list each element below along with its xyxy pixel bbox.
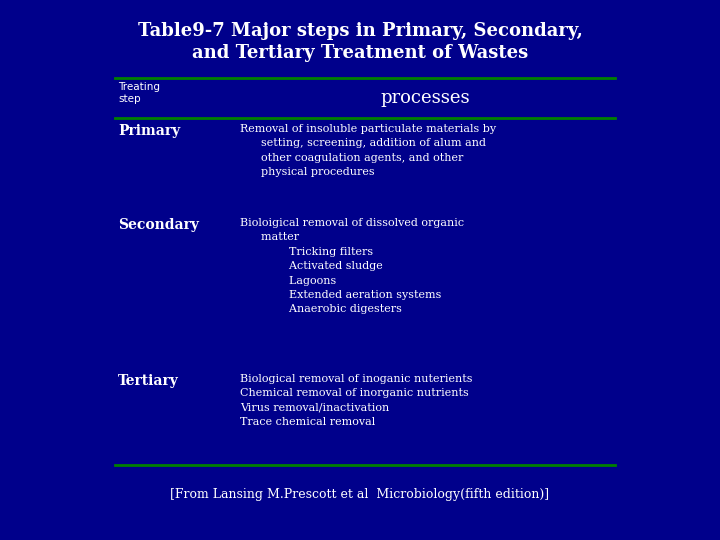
Text: Table9-7 Major steps in Primary, Secondary,: Table9-7 Major steps in Primary, Seconda… [138, 22, 582, 40]
Text: Removal of insoluble particulate materials by
      setting, screening, addition: Removal of insoluble particulate materia… [240, 124, 496, 177]
Text: Tertiary: Tertiary [118, 374, 179, 388]
Text: Secondary: Secondary [118, 218, 199, 232]
Text: Biological removal of inoganic nuterients
Chemical removal of inorganic nutrient: Biological removal of inoganic nuterient… [240, 374, 472, 427]
Text: processes: processes [380, 89, 470, 107]
Text: [From Lansing M.Prescott et al  Microbiology(fifth edition)]: [From Lansing M.Prescott et al Microbiol… [171, 488, 549, 501]
Text: Bioloigical removal of dissolved organic
      matter
              Tricking fil: Bioloigical removal of dissolved organic… [240, 218, 464, 314]
Text: Treating
step: Treating step [118, 82, 160, 104]
Text: Primary: Primary [118, 124, 180, 138]
Text: and Tertiary Treatment of Wastes: and Tertiary Treatment of Wastes [192, 44, 528, 62]
